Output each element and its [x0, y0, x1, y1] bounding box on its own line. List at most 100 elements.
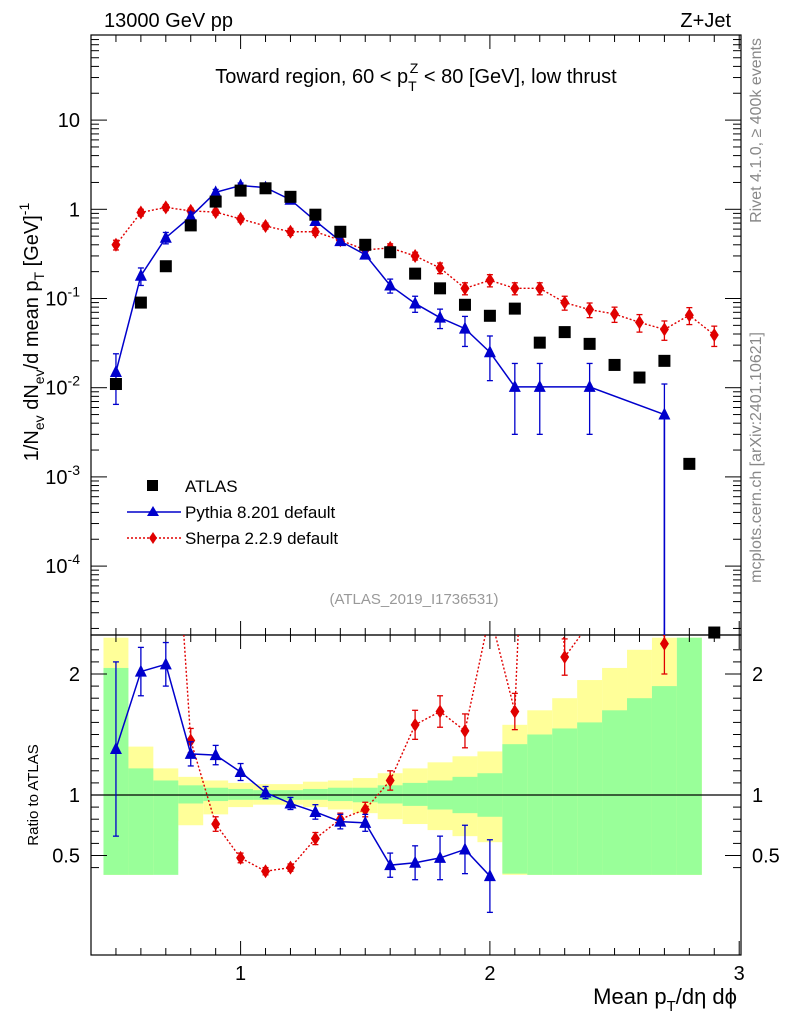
sherpa-point — [211, 205, 221, 220]
legend-atlas-marker — [147, 480, 158, 491]
pythia-point — [434, 850, 447, 863]
pythia-point — [508, 379, 521, 392]
pythia-point — [184, 746, 197, 759]
pythia-point — [483, 869, 496, 882]
atlas-point — [134, 296, 147, 309]
title-sup: Z — [410, 60, 419, 76]
sherpa-point — [659, 322, 669, 337]
atlas-point — [334, 225, 347, 238]
y-tick-label: 10-4 — [45, 551, 80, 578]
sherpa-point — [485, 273, 495, 288]
sherpa-point — [161, 200, 171, 215]
atlas-point — [533, 336, 546, 349]
ratio-y-tick-label: 1 — [69, 785, 80, 807]
atlas-point — [633, 371, 646, 384]
pythia-point — [309, 804, 322, 817]
sherpa-point — [510, 281, 520, 296]
sherpa-point — [460, 723, 470, 738]
sherpa-point — [111, 237, 121, 252]
sherpa-point — [684, 308, 694, 323]
atlas-point — [159, 260, 172, 273]
y-axis-label: 1/Nev dNev/d mean pT [GeV]-1 — [16, 203, 47, 462]
ratio-band-inner — [676, 637, 702, 875]
ratio-band-inner — [502, 744, 528, 874]
ratio-band-inner — [153, 780, 179, 875]
ratio-y-tick-label: 0.5 — [52, 846, 80, 868]
x-tick-label: 3 — [734, 963, 745, 985]
ratio-y-axis-label: Ratio to ATLAS — [25, 744, 42, 845]
ratio-band-inner — [602, 710, 628, 875]
pythia-point — [533, 379, 546, 392]
pythia-point — [284, 796, 297, 809]
ratio-band-inner — [203, 787, 229, 802]
pythia-point — [384, 278, 397, 291]
sherpa-point — [634, 315, 644, 330]
ratio-band-inner — [402, 782, 428, 806]
pythia-point — [209, 185, 222, 198]
pythia-point — [134, 268, 147, 281]
header-left: 13000 GeV pp — [104, 10, 233, 32]
sherpa-point — [285, 860, 295, 875]
data-marks — [109, 178, 721, 914]
atlas-point — [234, 184, 247, 197]
atlas-point — [658, 354, 671, 367]
atlas-point — [708, 626, 721, 639]
atlas-point — [508, 302, 521, 315]
pythia-point — [109, 364, 122, 377]
sherpa-point — [410, 248, 420, 263]
pythia-point — [159, 657, 172, 670]
atlas-point — [259, 182, 272, 195]
atlas-point — [683, 457, 696, 470]
sherpa-point — [585, 302, 595, 317]
sherpa-point — [460, 281, 470, 296]
ratio-band-inner — [228, 788, 254, 800]
sherpa-point — [136, 205, 146, 220]
pythia-point — [384, 858, 397, 871]
ratio-y-tick-label: 0.5 — [752, 846, 780, 868]
pythia-point — [209, 748, 222, 761]
y-tick-label: 10-3 — [45, 462, 80, 489]
ratio-band-inner — [178, 785, 204, 804]
pythia-point — [583, 379, 596, 392]
ratio-y-tick-label: 1 — [752, 785, 763, 807]
sherpa-point — [236, 850, 246, 865]
atlas-point — [309, 208, 322, 221]
pythia-point — [109, 742, 122, 755]
ratio-band-inner — [302, 788, 328, 800]
pythia-point — [259, 785, 272, 798]
pythia-point — [334, 814, 347, 827]
sherpa-point — [211, 817, 221, 832]
sherpa-point — [510, 704, 520, 719]
atlas-point — [209, 195, 222, 208]
ratio-band-inner — [128, 768, 154, 875]
title-tail: < 80 [GeV], low thrust — [418, 66, 617, 88]
atlas-point — [608, 358, 621, 371]
sherpa-point — [435, 704, 445, 719]
sherpa-point — [610, 307, 620, 322]
atlas-point — [483, 309, 496, 322]
sherpa-point — [560, 650, 570, 665]
sherpa-point — [261, 218, 271, 233]
pythia-point — [184, 209, 197, 222]
legend-pythia-marker — [147, 506, 159, 516]
y-tick-label: 10-1 — [45, 284, 80, 311]
ratio-pythia-line — [115, 663, 491, 877]
y-tick-label: 1 — [69, 199, 80, 221]
pythia-point — [483, 345, 496, 358]
sherpa-point — [261, 864, 271, 879]
ratio-band-inner — [627, 698, 652, 875]
pythia-point — [159, 230, 172, 243]
sherpa-point — [310, 224, 320, 239]
pythia-point — [409, 296, 422, 309]
ratio-series — [109, 635, 669, 914]
atlas-point — [184, 219, 197, 232]
pythia-point — [434, 310, 447, 323]
atlas-point — [384, 246, 397, 259]
atlas-point — [583, 337, 596, 350]
legend-pythia-label: Pythia 8.201 default — [185, 503, 336, 522]
plot-title: Toward region, 60 < pTZ < 80 [GeV], low … — [215, 60, 617, 94]
atlas-point — [458, 298, 471, 311]
legend-sherpa-marker — [149, 532, 157, 544]
sherpa-point — [410, 717, 420, 732]
